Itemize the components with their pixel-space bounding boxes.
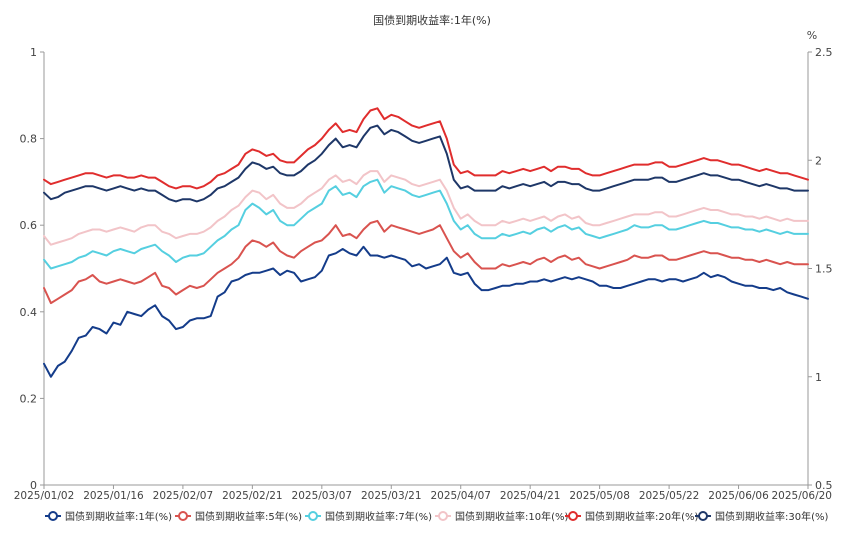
x-tick-label: 2025/06/06 (708, 490, 769, 502)
legend[interactable]: 国债到期收益率:1年(%) 国债到期收益率:5年(%) 国债到期收益率:7年(%) 国… (45, 510, 828, 523)
x-tick-label: 2025/04/21 (500, 490, 561, 502)
x-tick-label: 2025/01/16 (83, 490, 144, 502)
left-tick-label: 0.2 (20, 392, 38, 405)
legend-marker (438, 511, 448, 521)
series-line-2 (43, 219, 809, 305)
left-tick-label: 1 (30, 46, 37, 59)
right-tick-label: 2 (815, 154, 822, 167)
left-tick-label: 0.8 (20, 133, 38, 146)
legend-item[interactable]: 国债到期收益率:20年(%) (565, 510, 698, 523)
x-tick-label: 2025/05/22 (639, 490, 700, 502)
x-tick-label: 2025/02/07 (153, 490, 214, 502)
left-tick-label: 0 (30, 479, 37, 492)
axes: 0 0.2 0.4 0.6 0.8 1 0.5 1 1.5 2 2.5 2025/01/02 2025/… (14, 46, 833, 502)
series-line-5 (43, 107, 809, 190)
x-tick-label: 2025/03/07 (292, 490, 353, 502)
legend-item[interactable]: 国债到期收益率:1年(%) (45, 510, 172, 523)
legend-label: 国债到期收益率:30年(%) (715, 510, 828, 523)
legend-marker (308, 511, 318, 521)
legend-item[interactable]: 国债到期收益率:10年(%) (435, 510, 568, 523)
series-line-6 (43, 124, 809, 203)
right-tick-label: 0.5 (815, 479, 833, 492)
left-tick-label: 0.4 (20, 306, 38, 319)
left-tick-label: 0.6 (20, 219, 38, 232)
series-line-1 (43, 245, 809, 378)
series-layer (43, 107, 809, 378)
x-tick-label: 2025/01/02 (14, 490, 75, 502)
legend-label: 国债到期收益率:10年(%) (455, 510, 568, 523)
right-tick-label: 1 (815, 371, 822, 384)
legend-label: 国债到期收益率:1年(%) (65, 510, 172, 523)
right-axis-unit: % (807, 29, 817, 42)
right-tick-label: 1.5 (815, 263, 833, 276)
x-tick-label: 2025/06/20 (771, 490, 832, 502)
x-tick-label: 2025/05/08 (569, 490, 630, 502)
x-tick-label: 2025/02/21 (222, 490, 283, 502)
legend-marker (48, 511, 58, 521)
legend-item[interactable]: 国债到期收益率:7年(%) (305, 510, 432, 523)
legend-marker (568, 511, 578, 521)
series-line-4 (43, 170, 809, 246)
x-tick-label: 2025/04/07 (430, 490, 491, 502)
legend-label: 国债到期收益率:20年(%) (585, 510, 698, 523)
legend-label: 国债到期收益率:7年(%) (325, 510, 432, 523)
series-line-3 (43, 178, 809, 270)
legend-item[interactable]: 国债到期收益率:5年(%) (175, 510, 302, 523)
legend-item[interactable]: 国债到期收益率:30年(%) (695, 510, 828, 523)
legend-marker (178, 511, 188, 521)
right-tick-label: 2.5 (815, 46, 833, 59)
legend-marker (698, 511, 708, 521)
legend-label: 国债到期收益率:5年(%) (195, 510, 302, 523)
x-tick-label: 2025/03/21 (361, 490, 422, 502)
chart-title: 国债到期收益率:1年(%) (373, 13, 491, 27)
